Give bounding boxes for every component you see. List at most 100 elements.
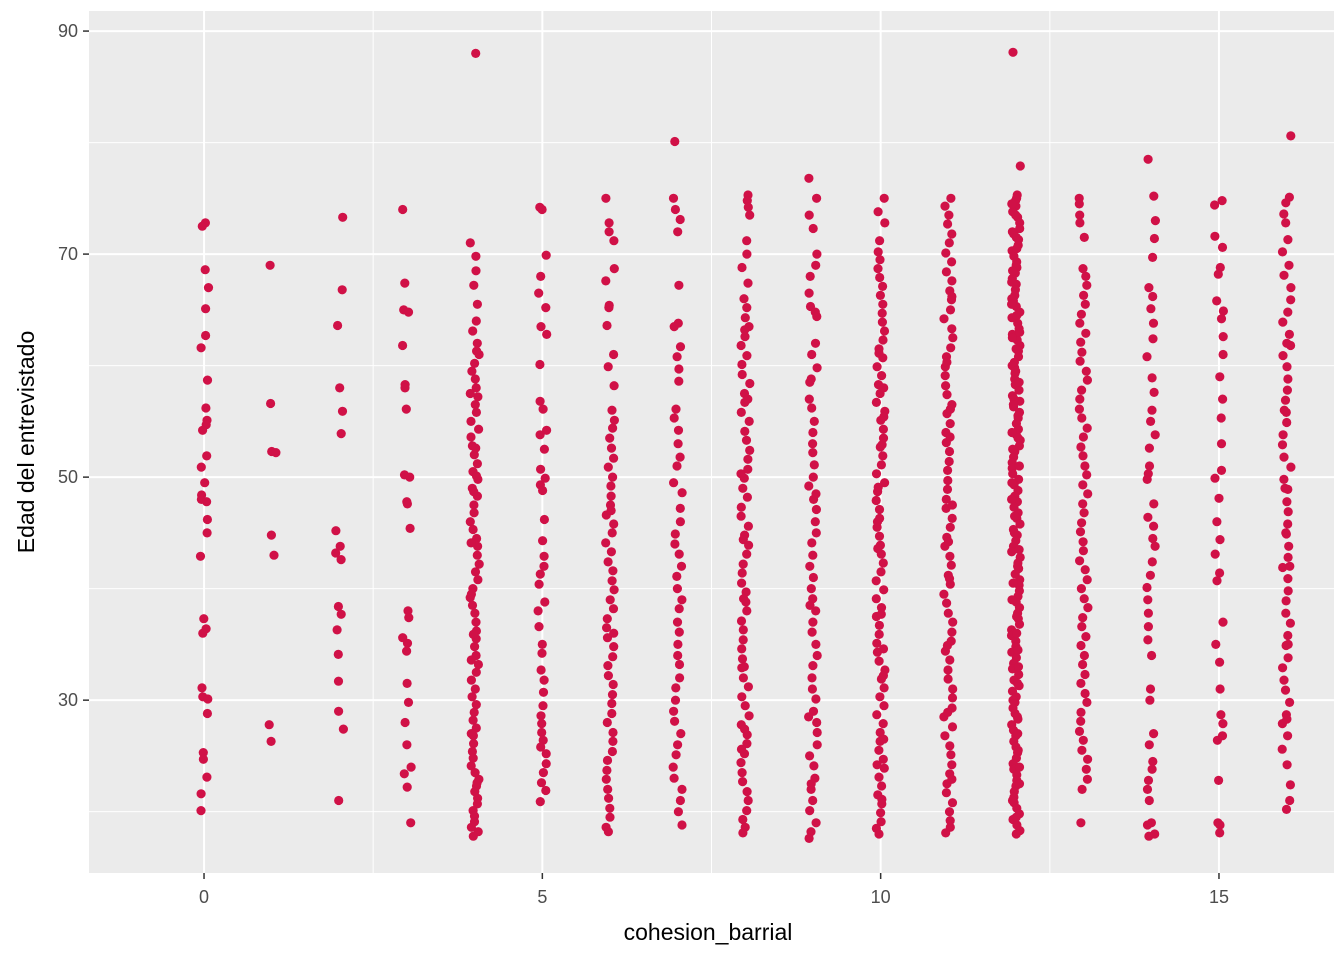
data-point bbox=[874, 656, 884, 666]
data-point bbox=[1280, 483, 1290, 493]
data-point bbox=[1076, 678, 1086, 689]
data-point bbox=[675, 452, 685, 462]
data-point bbox=[1012, 310, 1022, 320]
data-point bbox=[541, 303, 551, 313]
data-point bbox=[602, 717, 612, 728]
data-point bbox=[609, 585, 619, 595]
data-point bbox=[879, 734, 889, 744]
data-point bbox=[1215, 828, 1225, 838]
data-point bbox=[675, 795, 686, 806]
data-point bbox=[939, 314, 949, 324]
data-point bbox=[1144, 443, 1154, 453]
data-point bbox=[604, 218, 614, 228]
data-point bbox=[1149, 191, 1159, 201]
data-point bbox=[202, 375, 213, 385]
data-point bbox=[811, 504, 822, 515]
data-point bbox=[1078, 432, 1088, 442]
data-point bbox=[1007, 547, 1017, 557]
data-point bbox=[671, 404, 681, 414]
data-point bbox=[1210, 200, 1220, 210]
data-point bbox=[1014, 762, 1025, 772]
data-point bbox=[470, 768, 480, 778]
data-point bbox=[1218, 306, 1228, 316]
data-point bbox=[472, 799, 482, 809]
data-point bbox=[1015, 327, 1025, 337]
data-point bbox=[805, 271, 815, 281]
data-point bbox=[740, 313, 750, 323]
data-point bbox=[741, 435, 752, 445]
x-axis-title: cohesion_barrial bbox=[624, 919, 793, 945]
data-point bbox=[1218, 719, 1228, 729]
data-point bbox=[1145, 570, 1155, 580]
data-point bbox=[804, 288, 814, 298]
data-point bbox=[871, 594, 881, 604]
data-point bbox=[400, 383, 410, 393]
data-point bbox=[609, 381, 619, 391]
data-point bbox=[878, 424, 889, 434]
data-point bbox=[1146, 304, 1156, 314]
data-point bbox=[1283, 235, 1293, 245]
data-point bbox=[601, 276, 611, 286]
data-point bbox=[807, 684, 818, 694]
data-point bbox=[940, 371, 950, 381]
data-point bbox=[811, 528, 821, 538]
data-point bbox=[945, 404, 956, 414]
data-point bbox=[605, 433, 615, 443]
data-point bbox=[877, 794, 887, 805]
data-point bbox=[742, 303, 752, 313]
data-point bbox=[811, 260, 821, 270]
data-point bbox=[1143, 595, 1153, 605]
data-point bbox=[873, 264, 883, 274]
data-point bbox=[1215, 684, 1225, 694]
data-point bbox=[947, 774, 957, 784]
data-point bbox=[805, 751, 815, 761]
data-point bbox=[1212, 296, 1222, 306]
data-point bbox=[607, 746, 618, 757]
data-point bbox=[1215, 372, 1225, 382]
data-point bbox=[944, 446, 955, 457]
data-point bbox=[737, 768, 747, 778]
data-point bbox=[1279, 452, 1289, 462]
data-point bbox=[812, 650, 822, 661]
data-point bbox=[736, 511, 746, 521]
data-point bbox=[878, 299, 888, 309]
data-point bbox=[1077, 413, 1087, 423]
data-point bbox=[744, 416, 754, 426]
data-point bbox=[1013, 662, 1024, 672]
data-point bbox=[1279, 474, 1289, 484]
data-point bbox=[673, 650, 683, 661]
data-point bbox=[1144, 831, 1154, 841]
data-point bbox=[872, 517, 883, 527]
data-point bbox=[1076, 442, 1086, 452]
data-point bbox=[1007, 494, 1017, 504]
data-point bbox=[1147, 764, 1157, 774]
data-point bbox=[672, 352, 682, 362]
data-point bbox=[609, 642, 619, 652]
data-point bbox=[1279, 675, 1289, 685]
data-point bbox=[332, 625, 342, 635]
data-point bbox=[402, 740, 412, 750]
data-point bbox=[1277, 744, 1287, 754]
data-point bbox=[878, 558, 888, 568]
data-point bbox=[1082, 697, 1092, 708]
data-point bbox=[1147, 373, 1157, 383]
data-point bbox=[472, 459, 482, 469]
data-point bbox=[1284, 260, 1294, 270]
data-point bbox=[1077, 347, 1087, 357]
data-point bbox=[1282, 417, 1292, 428]
data-point bbox=[536, 665, 546, 675]
data-point bbox=[603, 557, 613, 567]
data-point bbox=[875, 272, 885, 283]
data-point bbox=[676, 729, 686, 739]
data-point bbox=[467, 600, 478, 611]
data-point bbox=[1282, 497, 1292, 507]
data-point bbox=[812, 193, 822, 203]
data-point bbox=[945, 741, 955, 751]
data-point bbox=[1011, 232, 1021, 242]
data-point bbox=[1075, 210, 1085, 220]
data-point bbox=[1283, 586, 1293, 596]
data-point bbox=[466, 432, 476, 442]
data-point bbox=[604, 793, 614, 803]
data-point bbox=[466, 729, 476, 739]
data-point bbox=[1278, 317, 1288, 327]
